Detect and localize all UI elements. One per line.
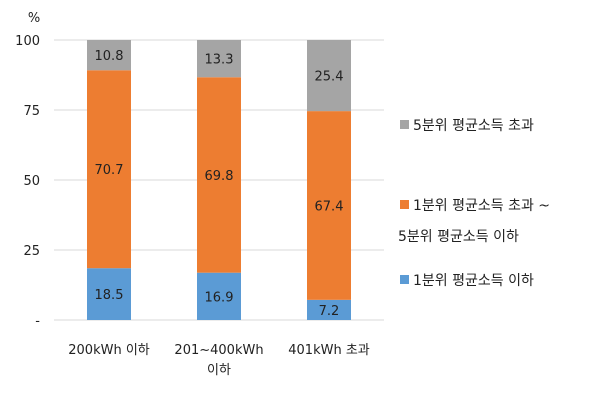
y-tick-label: -	[35, 314, 40, 329]
bars: 18.5 70.7 10.8 16.9 69.8 13.3 7.2 67.4 25.4	[87, 40, 351, 320]
legend-label: 1분위 평균소득 초과 ~	[413, 198, 550, 214]
data-label: 16.9	[205, 290, 234, 305]
legend-swatch	[400, 120, 409, 129]
y-axis-unit-label: %	[28, 11, 40, 26]
bar-segment	[197, 77, 241, 273]
legend-swatch	[400, 200, 409, 209]
legend-swatch	[400, 275, 409, 284]
data-label: 10.8	[95, 49, 124, 64]
x-tick-label: 201~400kWh	[174, 343, 263, 358]
bar-segment	[197, 272, 241, 320]
legend-label: 5분위 평균소득 초과	[413, 118, 534, 134]
legend-label: 5분위 평균소득 이하	[398, 229, 519, 245]
legend: 5분위 평균소득 초과 1분위 평균소득 초과 ~ 5분위 평균소득 이하 1분위 평…	[398, 118, 550, 289]
data-label: 67.4	[315, 199, 344, 214]
x-tick-label: 이하	[207, 363, 231, 378]
data-label: 70.7	[95, 163, 124, 178]
y-tick-label: 100	[15, 34, 40, 49]
legend-label: 1분위 평균소득 이하	[413, 273, 534, 289]
data-label: 18.5	[95, 288, 124, 303]
bar-segment	[87, 268, 131, 320]
data-label: 13.3	[205, 53, 234, 68]
y-axis: - 25 50 75 100	[15, 34, 40, 329]
data-label: 69.8	[205, 169, 234, 184]
y-tick-label: 25	[23, 244, 40, 259]
bar-segment	[307, 40, 351, 112]
bar-segment	[87, 40, 131, 71]
bar-segment	[197, 40, 241, 78]
y-tick-label: 50	[23, 174, 40, 189]
x-tick-label: 200kWh 이하	[68, 343, 150, 358]
x-axis: 200kWh 이하 201~400kWh 이하 401kWh 초과	[68, 343, 370, 378]
data-label: 25.4	[315, 70, 344, 85]
bar-segment	[307, 299, 351, 320]
x-tick-label: 401kWh 초과	[288, 343, 370, 358]
bar-segment	[87, 70, 131, 269]
y-tick-label: 75	[23, 104, 40, 119]
bar-segment	[307, 111, 351, 300]
data-label: 7.2	[319, 304, 340, 319]
